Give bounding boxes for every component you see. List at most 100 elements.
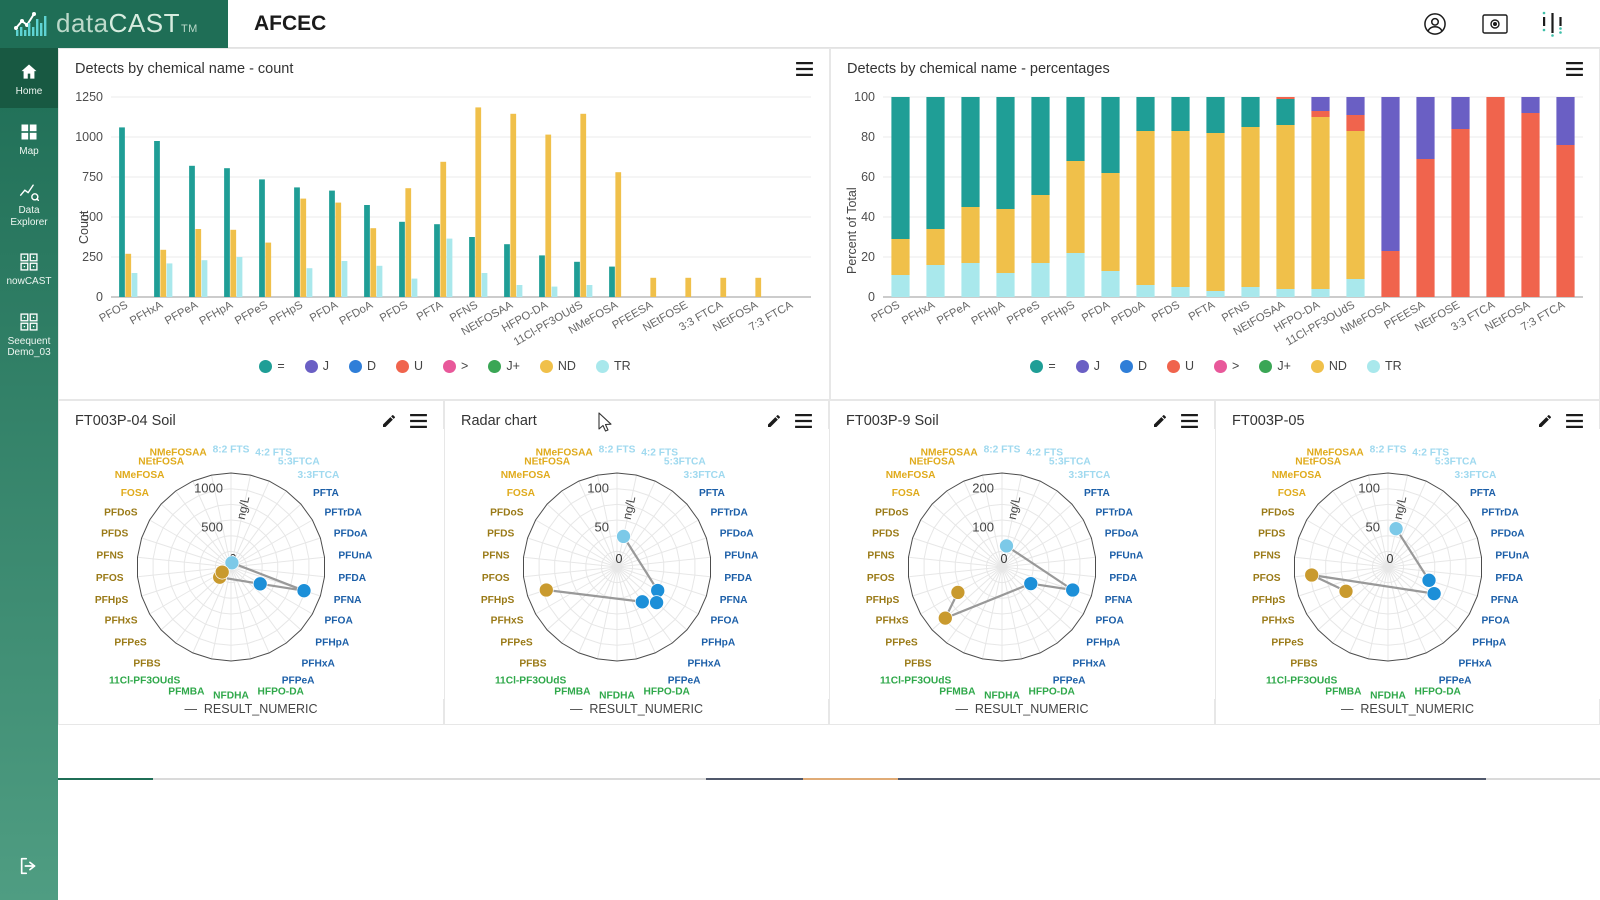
svg-text:PFNS: PFNS (1253, 550, 1280, 561)
svg-text:11Cl-PF3OUdS: 11Cl-PF3OUdS (1266, 676, 1338, 687)
svg-text:0: 0 (868, 290, 875, 304)
svg-text:FOSA: FOSA (507, 488, 536, 499)
svg-text:FOSA: FOSA (892, 488, 921, 499)
svg-text:PFTrDA: PFTrDA (1482, 508, 1520, 519)
svg-text:PFDoA: PFDoA (334, 528, 369, 539)
svg-text:20: 20 (861, 250, 875, 264)
svg-text:NMeFOSAA: NMeFOSAA (921, 448, 979, 459)
svg-text:NFDHA: NFDHA (213, 690, 249, 699)
svg-text:11Cl-PF3OUdS: 11Cl-PF3OUdS (880, 676, 952, 687)
svg-text:PFDS: PFDS (872, 528, 899, 539)
svg-text:8:2 FTS: 8:2 FTS (1370, 445, 1407, 456)
svg-text:PFTA: PFTA (1470, 488, 1496, 499)
svg-text:PFDS: PFDS (1258, 528, 1285, 539)
svg-text:PFHpS: PFHpS (481, 595, 515, 606)
svg-text:NMeFOSAA: NMeFOSAA (150, 448, 208, 459)
svg-text:5:3FTCA: 5:3FTCA (664, 456, 707, 467)
svg-text:PFBS: PFBS (133, 659, 160, 670)
svg-text:PFHxA: PFHxA (688, 659, 722, 670)
svg-text:PFDA: PFDA (338, 573, 366, 584)
svg-text:PFTrDA: PFTrDA (1096, 508, 1134, 519)
svg-text:PFNA: PFNA (720, 595, 748, 606)
svg-text:0: 0 (96, 290, 103, 304)
svg-text:PFHxA: PFHxA (1073, 659, 1107, 670)
svg-text:PFHpS: PFHpS (95, 595, 129, 606)
svg-text:PFDA: PFDA (1495, 573, 1523, 584)
svg-text:8:2 FTS: 8:2 FTS (984, 445, 1021, 456)
svg-text:3:3FTCA: 3:3FTCA (684, 470, 727, 481)
svg-text:PFHxA: PFHxA (302, 659, 336, 670)
svg-text:5:3FTCA: 5:3FTCA (1435, 456, 1478, 467)
svg-text:PFHpA: PFHpA (1472, 638, 1507, 649)
svg-text:PFPeA: PFPeA (282, 676, 315, 687)
svg-text:PFHpS: PFHpS (1252, 595, 1286, 606)
svg-text:PFDoS: PFDoS (875, 508, 909, 519)
svg-text:PFNS: PFNS (482, 550, 509, 561)
svg-text:0: 0 (1387, 552, 1394, 566)
svg-text:PFUnA: PFUnA (724, 550, 759, 561)
svg-text:8:2 FTS: 8:2 FTS (213, 445, 250, 456)
svg-text:PFDoS: PFDoS (1261, 508, 1295, 519)
svg-text:PFOS: PFOS (96, 573, 124, 584)
svg-text:PFTrDA: PFTrDA (325, 508, 363, 519)
svg-text:11Cl-PF3OUdS: 11Cl-PF3OUdS (109, 676, 181, 687)
svg-text:200: 200 (972, 481, 994, 496)
svg-text:PFNA: PFNA (334, 595, 362, 606)
svg-text:PFPeS: PFPeS (885, 638, 917, 649)
svg-text:5:3FTCA: 5:3FTCA (1049, 456, 1092, 467)
svg-text:1000: 1000 (194, 481, 223, 496)
svg-text:PFNA: PFNA (1491, 595, 1519, 606)
svg-text:PFPeA: PFPeA (1439, 676, 1472, 687)
svg-text:100: 100 (854, 90, 875, 104)
svg-text:PFUnA: PFUnA (1109, 550, 1144, 561)
svg-text:PFTA: PFTA (1084, 488, 1110, 499)
svg-text:PFDoS: PFDoS (104, 508, 138, 519)
svg-text:100: 100 (587, 481, 609, 496)
svg-text:PFNS: PFNS (867, 550, 894, 561)
svg-text:PFOS: PFOS (867, 573, 895, 584)
svg-text:PFMBA: PFMBA (1325, 687, 1362, 698)
svg-text:FOSA: FOSA (1278, 488, 1307, 499)
svg-text:NMeFOSA: NMeFOSA (115, 470, 165, 481)
svg-text:PFHxS: PFHxS (876, 616, 909, 627)
svg-text:100: 100 (972, 520, 994, 535)
svg-text:HFPO-DA: HFPO-DA (1415, 687, 1462, 698)
svg-text:3:3FTCA: 3:3FTCA (1069, 470, 1112, 481)
svg-text:3:3FTCA: 3:3FTCA (1455, 470, 1498, 481)
svg-text:PFPeS: PFPeS (500, 638, 532, 649)
svg-text:NMeFOSA: NMeFOSA (1272, 470, 1322, 481)
svg-text:500: 500 (201, 520, 223, 535)
svg-text:NFDHA: NFDHA (984, 690, 1020, 699)
svg-text:PFOA: PFOA (711, 616, 740, 627)
svg-text:PFHpA: PFHpA (315, 638, 350, 649)
svg-text:NFDHA: NFDHA (599, 690, 635, 699)
svg-text:0: 0 (1001, 552, 1008, 566)
svg-text:PFHpA: PFHpA (701, 638, 736, 649)
svg-text:PFOA: PFOA (1482, 616, 1511, 627)
svg-text:PFBS: PFBS (904, 659, 931, 670)
svg-text:NFDHA: NFDHA (1370, 690, 1406, 699)
svg-text:PFHpA: PFHpA (1086, 638, 1121, 649)
svg-text:NMeFOSA: NMeFOSA (501, 470, 551, 481)
svg-text:PFMBA: PFMBA (554, 687, 591, 698)
svg-text:3:3FTCA: 3:3FTCA (298, 470, 341, 481)
svg-text:PFHxA: PFHxA (1459, 659, 1493, 670)
svg-text:PFTA: PFTA (699, 488, 725, 499)
svg-text:PFPeA: PFPeA (1053, 676, 1086, 687)
svg-text:PFBS: PFBS (1290, 659, 1317, 670)
svg-text:PFBS: PFBS (519, 659, 546, 670)
svg-text:1250: 1250 (75, 90, 103, 104)
svg-text:PFUnA: PFUnA (338, 550, 373, 561)
svg-text:PFHxS: PFHxS (105, 616, 138, 627)
svg-text:PFPeA: PFPeA (668, 676, 701, 687)
svg-text:HFPO-DA: HFPO-DA (1029, 687, 1076, 698)
svg-text:1000: 1000 (75, 130, 103, 144)
svg-text:PFOA: PFOA (325, 616, 354, 627)
svg-text:60: 60 (861, 170, 875, 184)
svg-text:PFDS: PFDS (101, 528, 128, 539)
svg-text:40: 40 (861, 210, 875, 224)
svg-text:PFDS: PFDS (487, 528, 514, 539)
svg-text:HFPO-DA: HFPO-DA (644, 687, 691, 698)
svg-text:PFDoA: PFDoA (1105, 528, 1140, 539)
svg-text:PFPeS: PFPeS (1271, 638, 1303, 649)
